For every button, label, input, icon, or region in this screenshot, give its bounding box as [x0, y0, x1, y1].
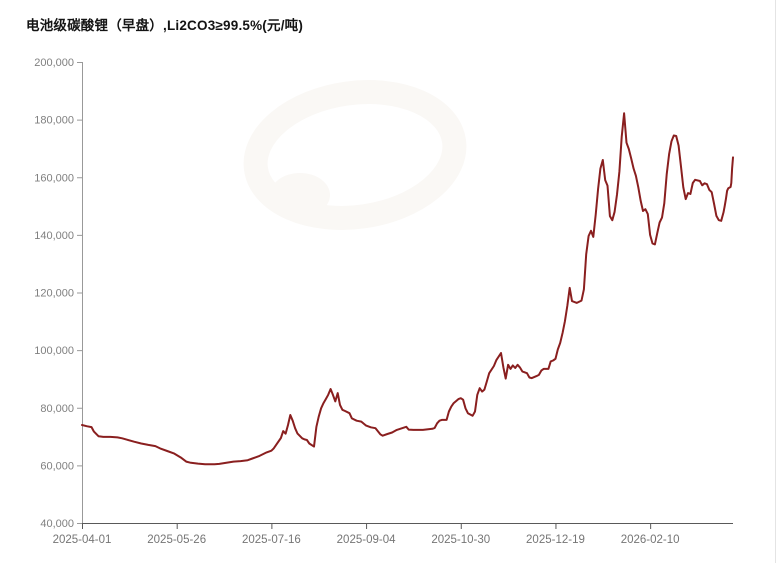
x-tick-label: 2026-02-10	[621, 534, 680, 546]
x-tick-label: 2025-05-26	[147, 534, 206, 546]
price-line[interactable]	[81, 112, 734, 466]
y-tick-label: 120,000	[34, 288, 74, 300]
x-tick-label: 2025-10-30	[431, 534, 490, 546]
chart-title: 电池级碳酸锂（早盘）,Li2CO3≥99.5%(元/吨)	[26, 18, 304, 33]
x-tick-label: 2025-07-16	[242, 534, 301, 546]
y-tick-label: 180,000	[34, 115, 74, 127]
right-edge-divider	[775, 0, 776, 563]
watermark-swirl	[243, 80, 467, 230]
y-tick-label: 60,000	[40, 460, 74, 472]
y-tick-label: 140,000	[34, 230, 74, 242]
y-tick-label: 40,000	[40, 518, 74, 530]
x-tick-label: 2025-09-04	[337, 534, 396, 546]
watermark-blob	[270, 173, 330, 217]
y-tick-label: 100,000	[34, 345, 74, 357]
y-tick-label: 200,000	[34, 57, 74, 69]
y-tick-label: 80,000	[40, 403, 74, 415]
y-tick-label: 160,000	[34, 172, 74, 184]
x-tick-label: 2025-04-01	[53, 534, 112, 546]
x-tick-label: 2025-12-19	[526, 534, 585, 546]
